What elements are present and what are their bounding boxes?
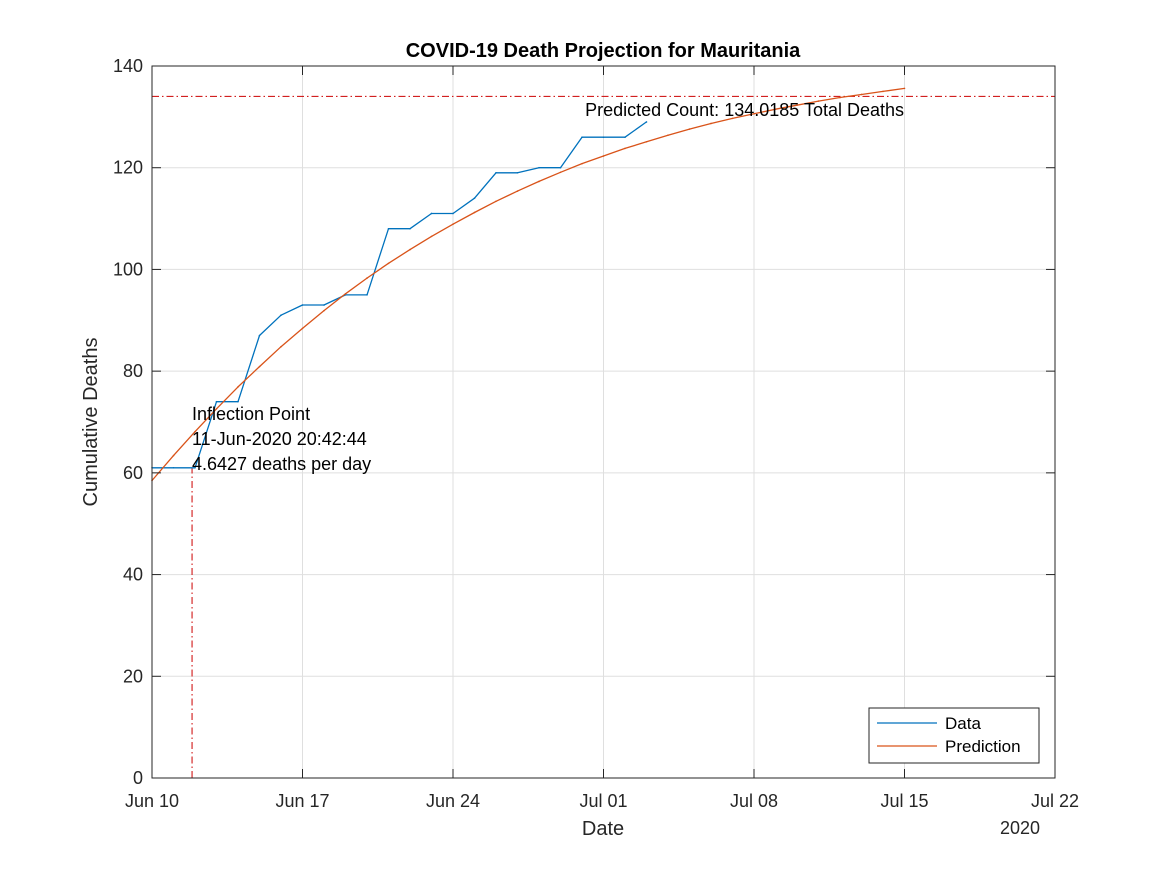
data-point-prediction bbox=[258, 365, 261, 368]
chart-title: COVID-19 Death Projection for Mauritania bbox=[406, 40, 801, 62]
data-point-data bbox=[645, 121, 648, 123]
y-tick-label: 140 bbox=[113, 56, 143, 76]
data-point-prediction bbox=[172, 454, 175, 457]
x-tick-label: Jul 01 bbox=[579, 791, 627, 811]
data-point-prediction bbox=[215, 407, 218, 410]
data-point-prediction bbox=[344, 293, 347, 295]
data-point-data bbox=[301, 304, 304, 306]
data-point-prediction bbox=[473, 211, 476, 214]
data-point-prediction bbox=[323, 309, 325, 312]
data-point-data bbox=[280, 314, 282, 317]
data-point-prediction bbox=[409, 248, 411, 251]
data-point-prediction bbox=[301, 327, 304, 330]
y-axis-label: Cumulative Deaths bbox=[80, 338, 102, 507]
x-axis-year-label: 2020 bbox=[1000, 818, 1040, 838]
data-point-data bbox=[237, 400, 239, 403]
data-point-data bbox=[366, 294, 368, 296]
x-tick-label: Jul 15 bbox=[880, 791, 928, 811]
data-point-prediction bbox=[495, 200, 497, 203]
x-tick-label: Jun 24 bbox=[426, 791, 480, 811]
data-point-prediction bbox=[817, 100, 820, 102]
inflection-annotation-title: Inflection Point bbox=[192, 404, 310, 424]
data-point-prediction bbox=[688, 128, 691, 130]
data-point-prediction bbox=[731, 117, 734, 120]
data-point-data bbox=[538, 166, 540, 169]
data-point-data bbox=[258, 334, 261, 337]
data-point-prediction bbox=[903, 87, 906, 90]
y-tick-label: 40 bbox=[123, 565, 143, 585]
data-point-data bbox=[624, 136, 626, 138]
data-point-prediction bbox=[645, 140, 648, 143]
data-point-data bbox=[409, 227, 411, 230]
data-point-data bbox=[581, 136, 583, 138]
predicted-count-annotation: Predicted Count: 134.0185 Total Deaths bbox=[585, 100, 904, 120]
x-axis-label: Date bbox=[582, 818, 624, 840]
plot-area bbox=[151, 87, 1055, 778]
data-point-prediction bbox=[366, 277, 368, 279]
data-point-prediction bbox=[882, 90, 884, 93]
data-point-prediction bbox=[559, 171, 562, 174]
data-point-prediction bbox=[430, 235, 433, 238]
data-point-data bbox=[215, 400, 218, 403]
data-point-prediction bbox=[710, 122, 712, 125]
data-point-prediction bbox=[796, 104, 798, 106]
data-point-data bbox=[323, 304, 325, 306]
x-tick-label: Jun 10 bbox=[125, 791, 179, 811]
data-point-prediction bbox=[194, 430, 196, 433]
data-point-prediction bbox=[667, 134, 669, 136]
legend-label-prediction: Prediction bbox=[945, 737, 1021, 756]
data-point-prediction bbox=[774, 108, 777, 111]
y-tick-label: 80 bbox=[123, 361, 143, 381]
data-point-prediction bbox=[753, 113, 755, 115]
data-point-data bbox=[495, 172, 497, 174]
data-point-prediction bbox=[452, 223, 454, 225]
data-point-prediction bbox=[387, 262, 390, 265]
legend-label-data: Data bbox=[945, 714, 981, 733]
x-tick-label: Jul 08 bbox=[730, 791, 778, 811]
y-tick-label: 100 bbox=[113, 259, 143, 279]
data-point-prediction bbox=[581, 162, 583, 165]
data-point-prediction bbox=[280, 345, 282, 348]
data-point-prediction bbox=[839, 96, 841, 99]
series-line-data bbox=[152, 121, 647, 469]
data-point-data bbox=[194, 466, 196, 469]
y-tick-label: 60 bbox=[123, 463, 143, 483]
legend-box bbox=[868, 707, 1040, 764]
data-point-prediction bbox=[624, 147, 626, 150]
data-point-prediction bbox=[860, 93, 863, 96]
data-point-data bbox=[473, 197, 476, 200]
data-point-data bbox=[387, 227, 390, 230]
legend: Data Prediction bbox=[868, 707, 1040, 764]
data-point-data bbox=[602, 136, 605, 138]
x-tick-label: Jul 22 bbox=[1031, 791, 1079, 811]
y-tick-label: 0 bbox=[133, 768, 143, 788]
y-tick-label: 20 bbox=[123, 666, 143, 686]
inflection-annotation-datetime: 11-Jun-2020 20:42:44 bbox=[192, 429, 367, 449]
data-point-data bbox=[516, 172, 519, 174]
inflection-annotation-rate: 4.6427 deaths per day bbox=[192, 454, 371, 474]
data-point-data bbox=[430, 212, 433, 215]
data-point-prediction bbox=[516, 190, 519, 192]
data-point-prediction bbox=[237, 386, 239, 388]
data-point-data bbox=[452, 212, 454, 215]
data-point-prediction bbox=[538, 180, 540, 183]
axes: Jun 10 Jun 17 Jun 24 Jul 01 Jul 08 Jul 15 Jul … bbox=[113, 56, 1079, 811]
series-line-prediction bbox=[151, 87, 905, 481]
data-point-data bbox=[559, 166, 562, 169]
x-tick-label: Jun 17 bbox=[275, 791, 329, 811]
data-point-data bbox=[172, 466, 175, 469]
data-point-prediction bbox=[602, 155, 605, 157]
y-tick-label: 120 bbox=[113, 158, 143, 178]
